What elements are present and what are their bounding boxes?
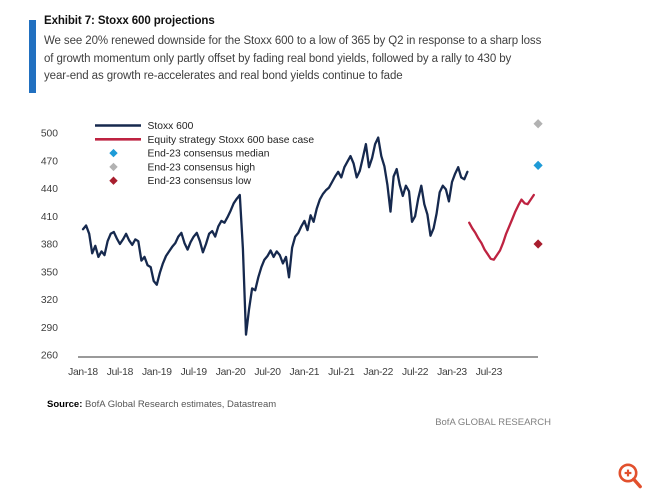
y-tick-label: 350 (41, 267, 58, 278)
x-tick-label: Jul-20 (254, 367, 281, 378)
x-tick-label: Jan-19 (142, 367, 172, 378)
y-tick-label: 500 (41, 129, 58, 140)
x-tick-label: Jan-21 (290, 367, 320, 378)
exhibit-description: We see 20% renewed downside for the Stox… (44, 33, 541, 86)
x-tick-label: Jul-19 (181, 367, 208, 378)
y-tick-label: 260 (41, 351, 58, 362)
source-text: BofA Global Research estimates, Datastre… (82, 399, 277, 410)
exhibit-description-line: of growth momentum only partly offset by… (44, 52, 512, 65)
x-tick-label: Jan-18 (68, 367, 98, 378)
end-23-consensus-low-marker (533, 239, 543, 249)
x-tick-label: Jan-20 (216, 367, 246, 378)
legend-swatch-diamond (109, 162, 118, 172)
y-tick-label: 410 (41, 212, 58, 223)
y-tick-label: 470 (41, 156, 58, 167)
brand-line: BofA GLOBAL RESEARCH (435, 417, 551, 428)
x-tick-label: Jul-18 (107, 367, 134, 378)
x-tick-label: Jul-23 (476, 367, 503, 378)
y-tick-label: 440 (41, 184, 58, 195)
end-23-consensus-median-marker (533, 160, 543, 170)
zoom-in-button[interactable] (612, 460, 646, 496)
exhibit-description-line: year-end as growth re-accelerates and re… (44, 70, 403, 82)
x-tick-label: Jul-22 (402, 367, 429, 378)
y-tick-label: 320 (41, 295, 58, 306)
legend-item-label: Equity strategy Stoxx 600 base case (148, 135, 315, 146)
y-tick-label: 380 (41, 240, 58, 251)
stoxx-600-series-line (81, 136, 469, 336)
end-23-consensus-high-marker (533, 119, 543, 129)
base-case-series-line (468, 193, 535, 261)
exhibit-accent-bar (29, 20, 36, 93)
x-tick-label: Jan-23 (437, 367, 467, 378)
x-tick-label: Jan-22 (363, 367, 393, 378)
magnifier-plus-icon (618, 463, 642, 489)
legend-swatch-diamond (109, 176, 118, 185)
legend-item-label: End-23 consensus median (148, 149, 270, 160)
y-tick-label: 290 (41, 323, 58, 334)
exhibit-description-line: We see 20% renewed downside for the Stox… (44, 35, 542, 47)
source-line: Source: BofA Global Research estimates, … (47, 399, 276, 410)
legend-item-label: End-23 consensus high (148, 162, 256, 173)
legend-item-label: Stoxx 600 (148, 121, 194, 132)
exhibit-title: Exhibit 7: Stoxx 600 projections (44, 15, 215, 27)
source-label: Source: (47, 399, 83, 410)
legend-swatch-diamond (109, 148, 118, 158)
legend-item-label: End-23 consensus low (148, 176, 252, 187)
x-tick-label: Jul-21 (328, 367, 355, 378)
